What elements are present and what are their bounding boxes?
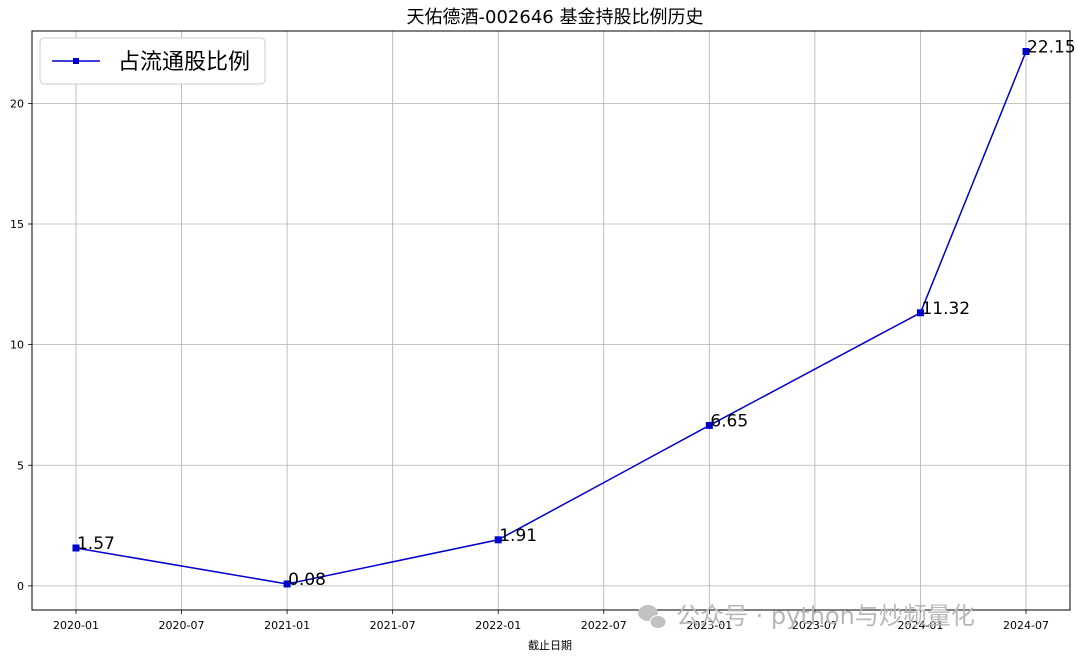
data-point (1022, 48, 1030, 56)
x-tick-label: 2024-07 (1003, 619, 1049, 632)
y-tick-label: 15 (10, 218, 24, 231)
data-labels: 1.57 0.08 1.91 6.65 11.32 22.15 (77, 38, 1076, 590)
legend-marker (73, 58, 79, 64)
data-point (916, 309, 924, 317)
x-tick-label: 2021-07 (370, 619, 416, 632)
data-label: 1.57 (77, 534, 115, 554)
x-axis: 2020-01 2020-07 2021-01 2021-07 2022-01 2022-… (53, 610, 1049, 632)
x-axis-label: 截止日期 (528, 638, 572, 652)
chart-title: 天佑德酒-002646 基金持股比例历史 (407, 7, 704, 28)
x-tick-label: 2024-01 (897, 619, 943, 632)
y-tick-label: 10 (10, 339, 24, 352)
watermark: 公众号 · python与炒频量化 (638, 602, 975, 630)
data-label: 22.15 (1027, 38, 1076, 58)
series-group (72, 48, 1030, 588)
y-tick-label: 5 (17, 459, 24, 472)
grid (32, 31, 1070, 610)
x-tick-label: 2022-01 (475, 619, 521, 632)
x-tick-label: 2020-01 (53, 619, 99, 632)
data-point (72, 544, 80, 552)
data-label: 6.65 (710, 411, 748, 431)
data-label: 0.08 (288, 570, 326, 590)
data-point (494, 536, 502, 544)
data-point (283, 580, 291, 588)
legend-label: 占流通股比例 (118, 50, 250, 75)
series-line (75, 51, 1027, 585)
data-label: 11.32 (921, 299, 970, 319)
x-tick-label: 2020-07 (159, 619, 205, 632)
x-tick-label: 2021-01 (264, 619, 310, 632)
wechat-icon (638, 605, 667, 629)
y-tick-label: 0 (17, 580, 24, 593)
data-label: 1.91 (499, 526, 537, 546)
x-tick-label: 2022-07 (581, 619, 627, 632)
legend: 占流通股比例 (39, 37, 266, 85)
watermark-text: 公众号 · python与炒频量化 (676, 602, 975, 630)
y-axis: 0 5 10 15 20 (10, 97, 32, 593)
x-tick-label: 2023-01 (686, 619, 732, 632)
legend-box (39, 37, 266, 85)
plot-frame (31, 30, 1071, 611)
data-point (705, 421, 713, 429)
x-tick-label: 2023-07 (792, 619, 838, 632)
y-tick-label: 20 (10, 97, 24, 110)
